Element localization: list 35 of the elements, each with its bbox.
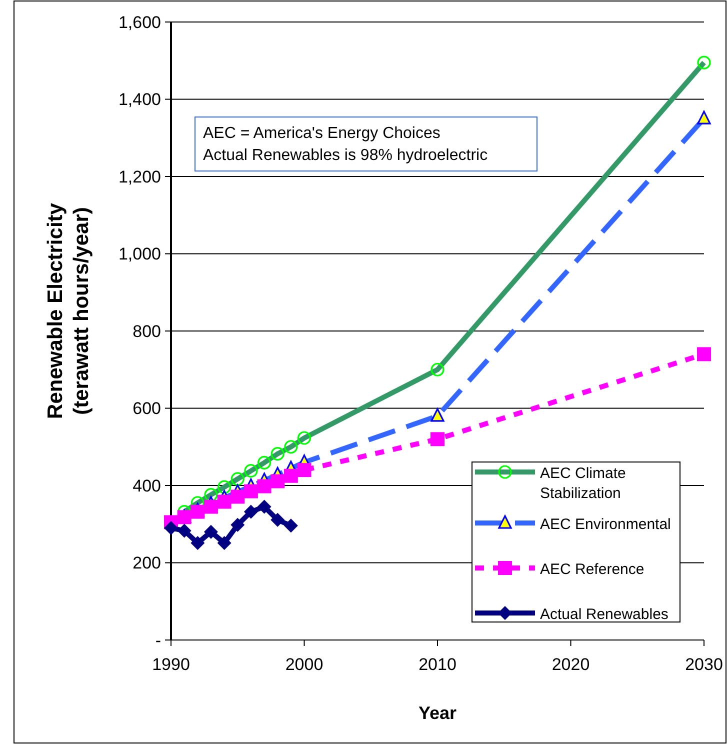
y-tick-label: - [155,630,161,650]
x-tick-label: 2020 [552,655,590,674]
point [430,432,444,446]
legend-label: AEC Environmental [540,516,671,533]
point [257,500,272,514]
legend-label: AEC Climate Stabilization [540,465,626,502]
point [204,524,218,539]
point [244,504,258,519]
x-tick-label: 2010 [418,655,456,674]
point [164,520,178,535]
legend-label: AEC Reference [540,561,644,578]
y-tick-label: 1,000 [118,244,161,264]
point [270,512,285,527]
y-tick-label: 400 [132,476,161,496]
x-tick-label: 2030 [685,655,723,674]
point [190,536,205,550]
point [177,524,192,538]
annotation: AEC = America's Energy Choices [203,125,440,142]
x-tick-label: 1990 [152,655,190,674]
y-tick-label: 1,600 [118,12,161,32]
y-axis-title: Renewable Electricity (terawatt hours/year) [44,202,93,419]
point [697,347,711,362]
annotation: Actual Renewables is 98% hydroelectric [203,147,488,164]
y-tick-label: 200 [132,554,161,573]
point [297,463,312,478]
y-tick-label: 600 [132,399,161,418]
x-tick-label: 2000 [285,655,324,674]
point [217,536,232,550]
y-tick-label: 800 [132,322,161,341]
point [284,518,298,533]
legend-label: Actual Renewables [540,606,668,623]
point [230,518,245,532]
y-tick-label: 1,400 [118,90,161,110]
x-axis-title: Year [418,703,457,723]
y-tick-label: 1,200 [118,167,161,186]
